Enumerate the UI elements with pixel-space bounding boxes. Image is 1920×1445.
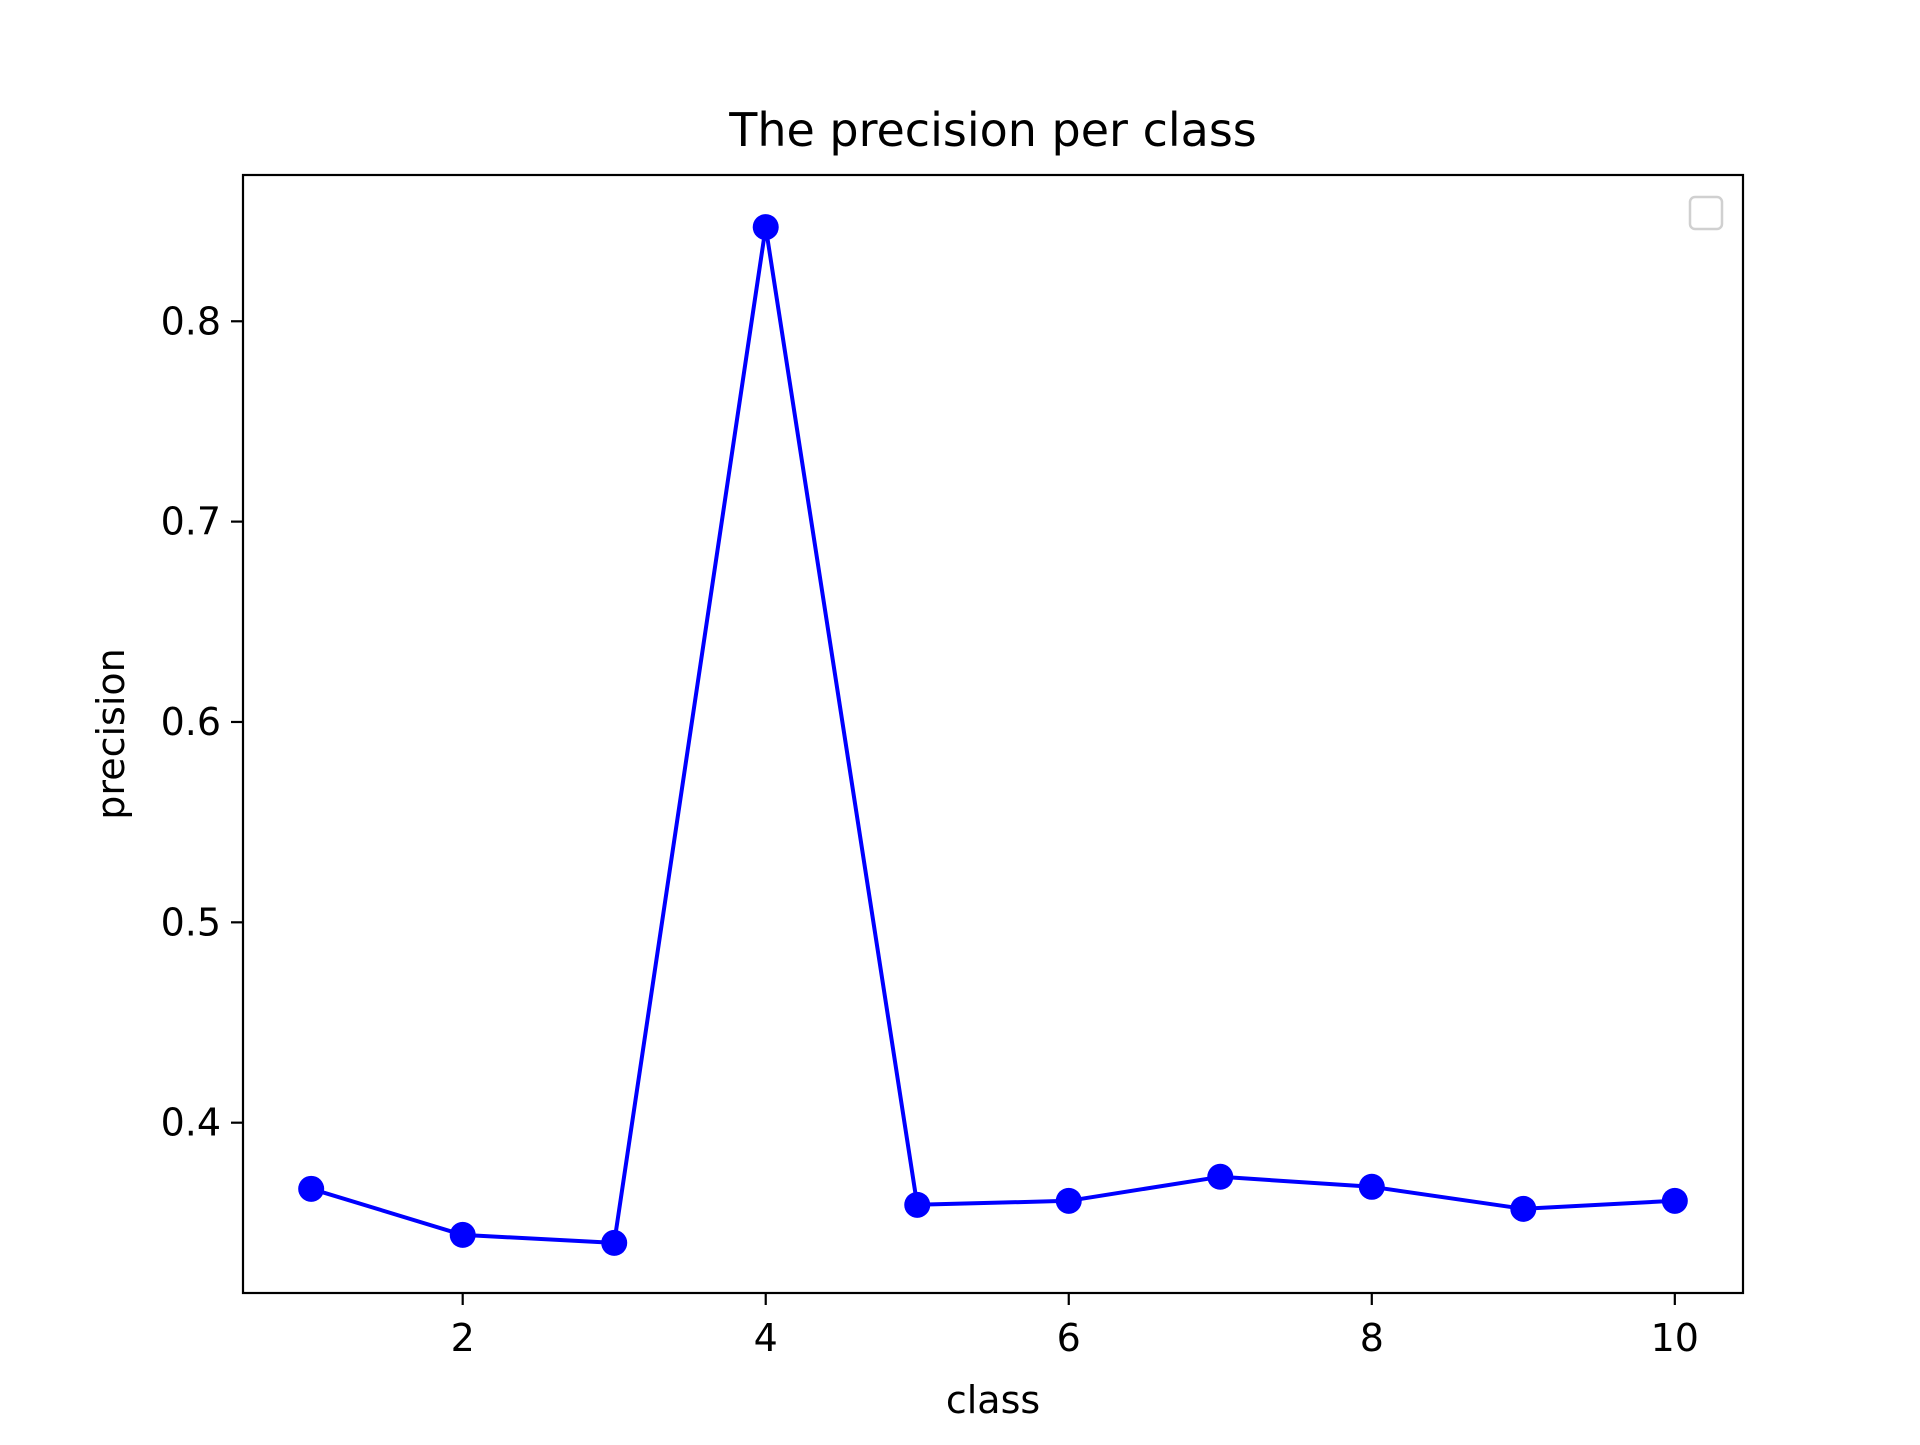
x-tick-label: 6 <box>1057 1316 1081 1360</box>
y-axis-label: precision <box>89 648 133 819</box>
data-point <box>1207 1163 1234 1190</box>
x-tick-label: 2 <box>451 1316 475 1360</box>
legend-box <box>1688 195 1724 231</box>
x-axis-ticks: 2 4 6 8 10 <box>451 1293 1699 1360</box>
data-point <box>752 214 779 241</box>
data-point <box>1358 1173 1385 1200</box>
data-point <box>601 1229 628 1256</box>
x-tick-label: 8 <box>1360 1316 1384 1360</box>
y-axis-ticks: 0.4 0.5 0.6 0.7 0.8 <box>161 299 243 1145</box>
x-axis-label: class <box>946 1378 1040 1422</box>
data-point <box>1661 1187 1688 1214</box>
series-layer <box>298 214 1688 1256</box>
series-line <box>309 225 1677 1245</box>
y-tick-label: 0.7 <box>161 500 221 544</box>
x-tick-label: 10 <box>1651 1316 1699 1360</box>
data-point <box>1055 1187 1082 1214</box>
chart-title: The precision per class <box>728 103 1257 157</box>
y-tick-label: 0.5 <box>161 900 221 944</box>
x-tick-label: 4 <box>754 1316 778 1360</box>
data-point <box>298 1175 325 1202</box>
y-tick-label: 0.4 <box>161 1101 221 1145</box>
data-point <box>904 1191 931 1218</box>
plot-area-frame <box>241 173 1745 1295</box>
y-tick-label: 0.6 <box>161 700 221 744</box>
data-point <box>449 1221 476 1248</box>
y-tick-label: 0.8 <box>161 299 221 343</box>
data-point <box>1510 1195 1537 1222</box>
